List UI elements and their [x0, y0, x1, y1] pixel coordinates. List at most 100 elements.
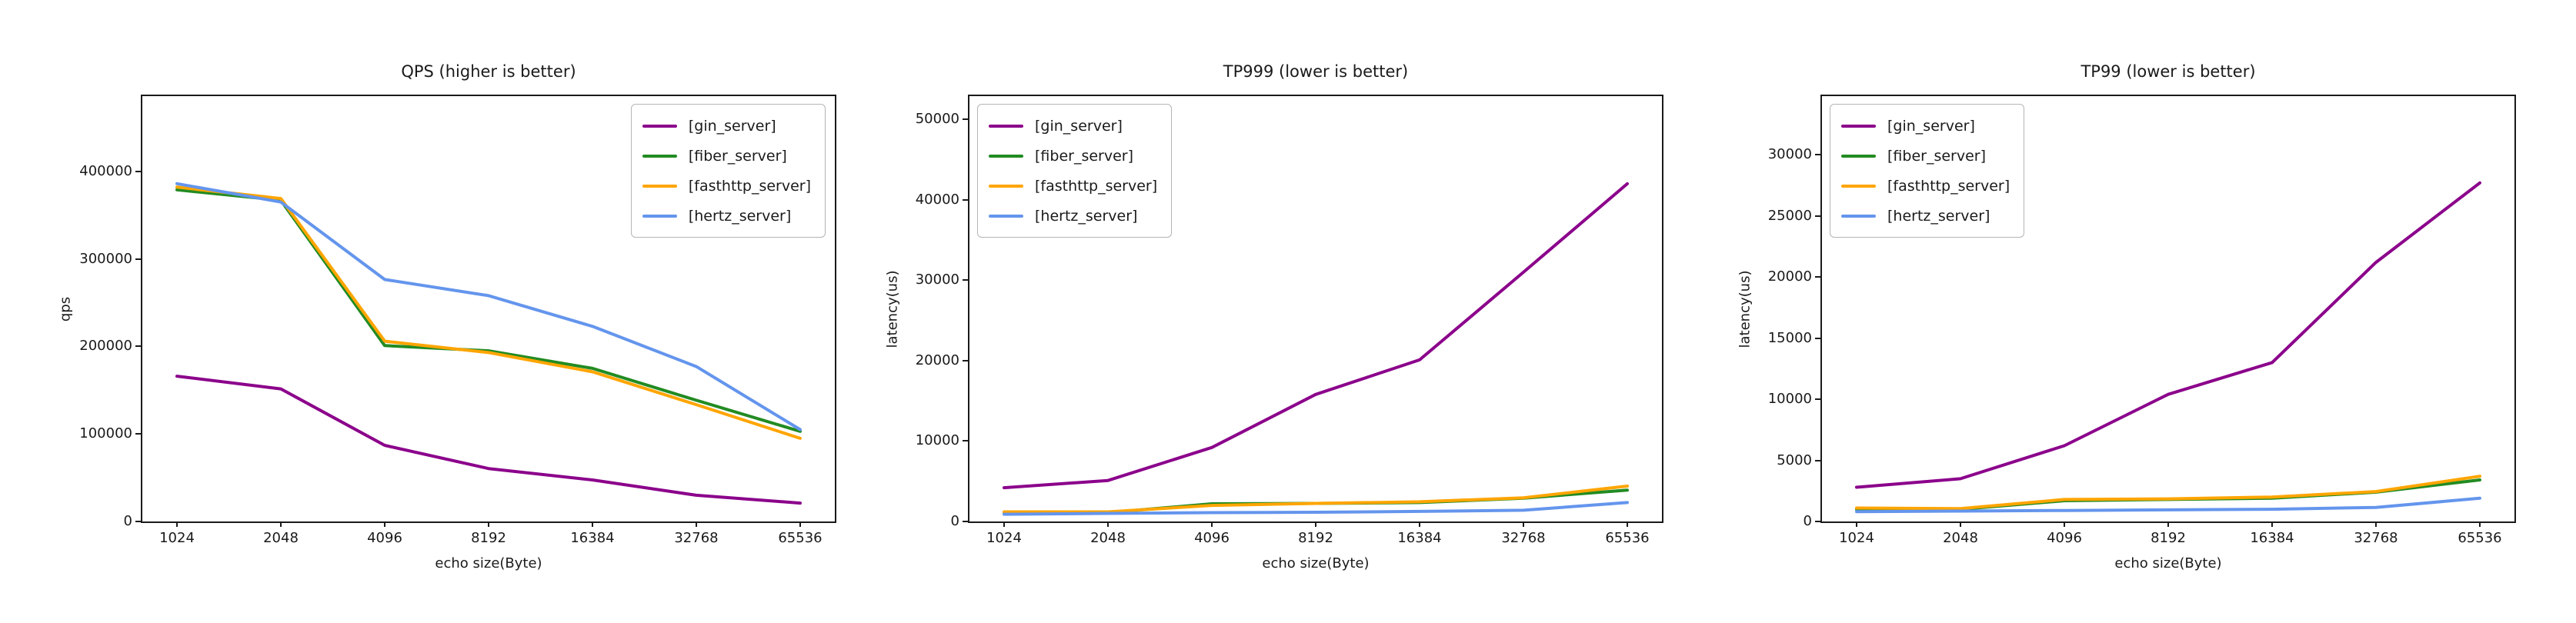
- x-tick-mark: [1856, 521, 1857, 527]
- x-tick-mark: [799, 521, 801, 527]
- series-line-hertz_server: [1003, 501, 1629, 516]
- x-tick-label: 8192: [1298, 530, 1333, 546]
- x-tick-label: 65536: [2458, 530, 2502, 546]
- series-line-fasthttp_server: [175, 185, 802, 440]
- chart-title: TP99 (lower is better): [2080, 62, 2256, 81]
- y-tick-label: 0: [950, 513, 959, 529]
- legend-label: [gin_server]: [1035, 117, 1123, 135]
- legend-item: [hertz_server]: [1841, 201, 2010, 231]
- y-tick-mark: [135, 345, 141, 348]
- x-tick-label: 2048: [263, 530, 299, 546]
- y-tick-mark: [1815, 154, 1820, 156]
- y-tick-mark: [963, 359, 968, 361]
- x-tick-mark: [1523, 521, 1524, 527]
- x-tick-label: 65536: [778, 530, 823, 546]
- legend-label: [hertz_server]: [1887, 207, 1990, 225]
- legend-line-swatch: [989, 184, 1023, 188]
- x-tick-label: 2048: [1943, 530, 1978, 546]
- y-tick-mark: [963, 118, 968, 121]
- series-line-fasthttp_server: [1855, 475, 2481, 511]
- y-tick-label: 400000: [79, 162, 132, 179]
- y-axis-label: latency(us): [1737, 270, 1753, 348]
- y-tick-mark: [963, 440, 968, 442]
- y-tick-label: 50000: [915, 111, 959, 128]
- legend-item: [gin_server]: [1841, 111, 2010, 141]
- x-tick-mark: [2271, 521, 2273, 527]
- legend-item: [fasthttp_server]: [642, 171, 811, 201]
- plot-area: TP99 (lower is better) latency(us) echo …: [1737, 62, 2516, 571]
- legend-item: [fiber_server]: [989, 141, 1157, 171]
- x-tick-mark: [1419, 521, 1420, 527]
- x-axis-label: echo size(Byte): [1262, 555, 1370, 571]
- chart-title: QPS (higher is better): [401, 62, 576, 81]
- y-tick-label: 15000: [1767, 329, 1812, 346]
- chart-panel-qps: QPS (higher is better) qps echo size(Byt…: [0, 0, 859, 623]
- series-plot: [1855, 181, 2481, 514]
- legend-line-swatch: [1841, 154, 1876, 158]
- legend-line-swatch: [989, 124, 1023, 128]
- series-line-gin_server: [175, 375, 802, 505]
- series-line-gin_server: [1003, 182, 1629, 490]
- y-tick-label: 0: [123, 513, 132, 529]
- y-tick-mark: [1815, 337, 1820, 339]
- y-tick-mark: [963, 198, 968, 201]
- x-tick-label: 32768: [1501, 530, 1546, 546]
- x-tick-label: 8192: [471, 530, 506, 546]
- y-tick-label: 30000: [915, 272, 959, 288]
- legend-label: [fiber_server]: [688, 147, 787, 165]
- x-tick-mark: [1211, 521, 1213, 527]
- y-tick-label: 300000: [79, 250, 132, 267]
- legend-item: [hertz_server]: [989, 201, 1157, 231]
- series-line-hertz_server: [1855, 496, 2481, 514]
- y-tick-mark: [1815, 215, 1820, 217]
- legend: [gin_server] [fiber_server] [fasthttp_serv…: [630, 104, 826, 238]
- plot-area: QPS (higher is better) qps echo size(Byt…: [58, 62, 836, 571]
- x-tick-mark: [384, 521, 385, 527]
- y-tick-mark: [1815, 521, 1820, 522]
- series-line-gin_server: [1855, 181, 2481, 489]
- y-axis-label: qps: [57, 296, 74, 321]
- legend-label: [fasthttp_server]: [1887, 177, 2010, 195]
- y-tick-mark: [1815, 398, 1820, 401]
- legend-line-swatch: [1841, 214, 1876, 218]
- x-tick-label: 1024: [159, 530, 195, 546]
- x-axis-label: echo size(Byte): [435, 555, 542, 571]
- y-tick-label: 20000: [915, 351, 959, 368]
- legend-line-swatch: [642, 184, 677, 188]
- chart-title: TP999 (lower is better): [1223, 62, 1409, 81]
- legend-line-swatch: [642, 154, 677, 158]
- legend-label: [fasthttp_server]: [1035, 177, 1158, 195]
- legend-line-swatch: [642, 214, 677, 218]
- chart-panel-tp999: TP999 (lower is better) latency(us) echo…: [859, 0, 1717, 623]
- x-tick-mark: [280, 521, 282, 527]
- legend-line-swatch: [989, 154, 1023, 158]
- x-tick-mark: [488, 521, 489, 527]
- legend-label: [hertz_server]: [1035, 207, 1138, 225]
- y-tick-mark: [1815, 276, 1820, 278]
- y-tick-label: 40000: [915, 191, 959, 208]
- plot-area: TP999 (lower is better) latency(us) echo…: [885, 62, 1663, 571]
- legend-label: [gin_server]: [1887, 117, 1975, 135]
- x-tick-label: 32768: [2354, 530, 2398, 546]
- y-tick-label: 0: [1803, 513, 1812, 529]
- legend: [gin_server] [fiber_server] [fasthttp_serv…: [977, 104, 1173, 238]
- x-tick-mark: [2064, 521, 2065, 527]
- x-tick-label: 65536: [1605, 530, 1650, 546]
- x-tick-label: 16384: [1397, 530, 1442, 546]
- y-tick-mark: [135, 170, 141, 172]
- legend-line-swatch: [1841, 184, 1876, 188]
- x-tick-mark: [176, 521, 178, 527]
- series-plot: [175, 182, 802, 505]
- y-tick-label: 10000: [915, 432, 959, 449]
- x-tick-label: 8192: [2151, 530, 2186, 546]
- legend-item: [gin_server]: [989, 111, 1157, 141]
- legend-label: [hertz_server]: [688, 207, 792, 225]
- legend-line-swatch: [642, 124, 677, 128]
- legend-label: [fiber_server]: [1035, 147, 1133, 165]
- y-tick-label: 20000: [1767, 268, 1812, 285]
- x-tick-mark: [1960, 521, 1961, 527]
- chart-panel-tp99: TP99 (lower is better) latency(us) echo …: [1717, 0, 2576, 623]
- y-tick-mark: [1815, 459, 1820, 461]
- legend-item: [gin_server]: [642, 111, 811, 141]
